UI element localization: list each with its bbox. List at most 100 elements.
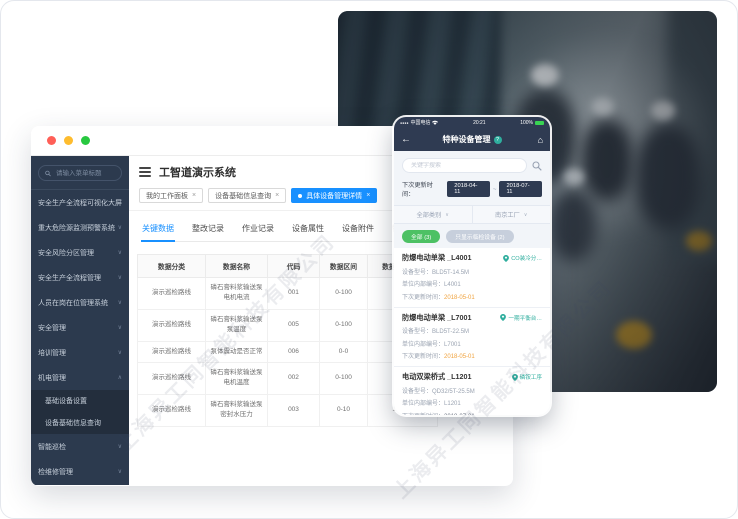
table-cell: 006 [267,340,320,363]
device-card[interactable]: 防爆电动单梁 _L4001 CO装冷分… 设备型号：BLD5T-14.5M 单位… [394,248,550,308]
device-next-date: 2018-05-01 [444,354,475,360]
table-cell: 0-100 [319,361,368,395]
search-icon[interactable] [532,160,542,171]
close-icon[interactable]: × [366,192,371,199]
chevron-down-icon: ∨ [117,250,122,256]
device-model: QD32/5T-25.5M [432,388,475,395]
sidebar-menu: 安全生产全流程可视化大屏 重大危险源监测预警系统 ∨ 安全风险分区管理 ∨ 安全生产… [31,190,129,484]
table-cell: 磷石膏料浆输送泵电机电流 [205,277,268,310]
sidebar-item-risk-zone[interactable]: 安全风险分区管理 ∨ [38,249,122,257]
close-icon[interactable]: × [192,192,197,199]
help-badge-icon[interactable]: ? [493,136,502,144]
table-cell: 磷石膏料浆输送泵电机温度 [205,361,268,395]
active-dot-icon [298,193,303,198]
chevron-down-icon: ∨ [523,211,528,218]
chevron-down-icon: ∨ [117,325,122,331]
table-row: 演示巡检路线 磷石膏料浆输送泵电机电流 001 0-100 22-58 [137,277,438,310]
dropdown-filters-row: 全部类别 ∨ 南京工厂 ∨ [394,205,550,224]
sidebar: 安全生产全流程可视化大屏 重大危险源监测预警系统∨ 安全风险分区管理∨ 安全生产… [31,156,129,485]
location-pin-icon [500,314,507,321]
sidebar-item-mech-elec-mgmt[interactable]: 机电管理 ∧ [38,374,122,382]
sidebar-item-maintenance-mgmt[interactable]: 检维修管理 ∨ [38,468,122,476]
table-cell: 003 [267,393,320,427]
sidebar-item-visual-screen[interactable]: 安全生产全流程可视化大屏 [38,199,122,207]
sidebar-item-basic-device-setup[interactable]: 基础设备设置 [45,398,87,405]
chevron-down-icon: ∨ [117,350,122,356]
open-tabs-bar: 我的工作面板 × 设备基础信息查询 × 具体设备管理详情 × [129,185,513,211]
chevron-down-icon: ∨ [117,469,122,475]
sidebar-item-training-mgmt[interactable]: 培训管理 ∨ [38,349,122,357]
sidebar-item-hazard-warning[interactable]: 重大危险源监测预警系统 ∨ [38,224,122,232]
sidebar-item-personnel[interactable]: 人员在岗在位管理系统 ∨ [38,299,122,307]
device-card[interactable]: 防爆电动单梁 _L7001 一期平衡台… 设备型号：BLD5T-22.5M 单位… [394,307,550,367]
table-cell: 002 [267,361,320,395]
chevron-up-icon: ∧ [117,375,122,381]
table-cell: 演示巡检路线 [137,393,206,427]
keyword-search-field[interactable] [402,158,527,173]
wifi-icon [432,120,439,125]
table-cell: 演示巡检路线 [137,277,206,310]
device-next-date: 2018-07-01 [444,414,475,416]
phone-page-title: 特种设备管理? [394,134,550,145]
device-model: BLD5T-22.5M [432,329,470,335]
window-minimize-dot[interactable] [64,136,73,145]
hamburger-menu-icon[interactable] [139,167,151,177]
device-location: 一期平衡台… [500,314,542,322]
back-arrow-icon[interactable]: ← [401,134,411,145]
close-icon[interactable]: × [275,192,280,199]
device-location: CO装冷分… [503,254,542,262]
factory-dropdown[interactable]: 南京工厂 ∨ [471,206,551,223]
table-header-row: 数据分类 数据名称 代码 数据区间 数据控制区间 [137,254,438,278]
signal-icon: ●●●● [400,120,409,125]
date-from-chip[interactable]: 2018-04-11 [447,181,490,197]
keyword-search-input[interactable] [409,161,520,170]
tab-my-workspace[interactable]: 我的工作面板 × [139,188,204,203]
sidebar-search[interactable] [38,165,122,181]
tab-operation-records[interactable]: 作业记录 [242,224,274,233]
sidebar-divider [31,189,129,190]
sidebar-item-process-mgmt[interactable]: 安全生产全流程管理 ∨ [38,274,122,282]
date-to-chip[interactable]: 2018-07-11 [499,181,542,197]
sidebar-item-device-info-query[interactable]: 设备基础信息查询 [45,420,101,427]
chevron-down-icon: ∨ [117,444,122,450]
tab-device-detail[interactable]: 具体设备管理详情 × [291,188,378,203]
device-code: L4001 [444,282,461,288]
sidebar-item-safety-mgmt[interactable]: 安全管理 ∨ [38,324,122,332]
chevron-down-icon: ∨ [445,211,449,218]
filter-all-button[interactable]: 全部 (3) [402,230,441,243]
window-zoom-dot[interactable] [81,136,90,145]
tab-rectification-records[interactable]: 整改记录 [192,224,224,233]
table-cell: 0-0 [319,340,368,363]
window-close-dot[interactable] [47,136,56,145]
tab-key-data[interactable]: 关键数据 [141,223,175,242]
device-next-date: 2018-05-01 [444,294,475,301]
device-code: L1201 [444,401,461,407]
column-header: 数据区间 [319,254,368,278]
home-icon[interactable]: ⌂ [537,134,543,145]
category-dropdown[interactable]: 全部类别 ∨ [416,211,449,220]
tab-device-attributes[interactable]: 设备属性 [292,224,324,233]
table-cell: 泵体震动是否正常 [205,340,268,363]
search-icon [45,170,51,176]
carrier-label: 中国电信 [410,120,431,126]
table-cell: 演示巡检路线 [137,361,206,395]
sidebar-submenu: 基础设备设置 设备基础信息查询 [31,390,129,434]
battery-icon [534,120,544,125]
tab-device-attachments[interactable]: 设备附件 [342,224,374,233]
battery-percent: 100% [520,119,533,126]
table-cell: 0-10 [319,393,368,427]
device-location: 磷铵工序 [511,373,542,381]
filter-due-inspection-button[interactable]: 只显示临检设备 (2) [446,230,514,243]
table-cell: 0-100 [319,308,368,342]
date-filter-row: 下次更新时间： 2018-04-11 ~ 2018-07-11 [394,173,550,198]
device-card[interactable]: 电动双梁桥式 _L1201 磷铵工序 设备型号：QD32/5T-25.5M 单位… [394,367,550,415]
tab-device-info-query[interactable]: 设备基础信息查询 × [208,188,287,203]
column-header: 代码 [267,254,320,278]
device-model: BLD5T-14.5M [432,269,470,276]
sidebar-search-input[interactable] [54,168,115,178]
clock-label: 20:21 [473,119,486,126]
sidebar-item-smart-inspection[interactable]: 智能巡检 ∨ [38,443,122,451]
phone-mockup: ●●●●中国电信 20:21 100% ← 特种设备管理? ⌂ 下次更新时间： … [394,117,550,415]
table-row: 演示巡检路线 泵体震动是否正常 006 0-0 0-0 [137,340,438,363]
